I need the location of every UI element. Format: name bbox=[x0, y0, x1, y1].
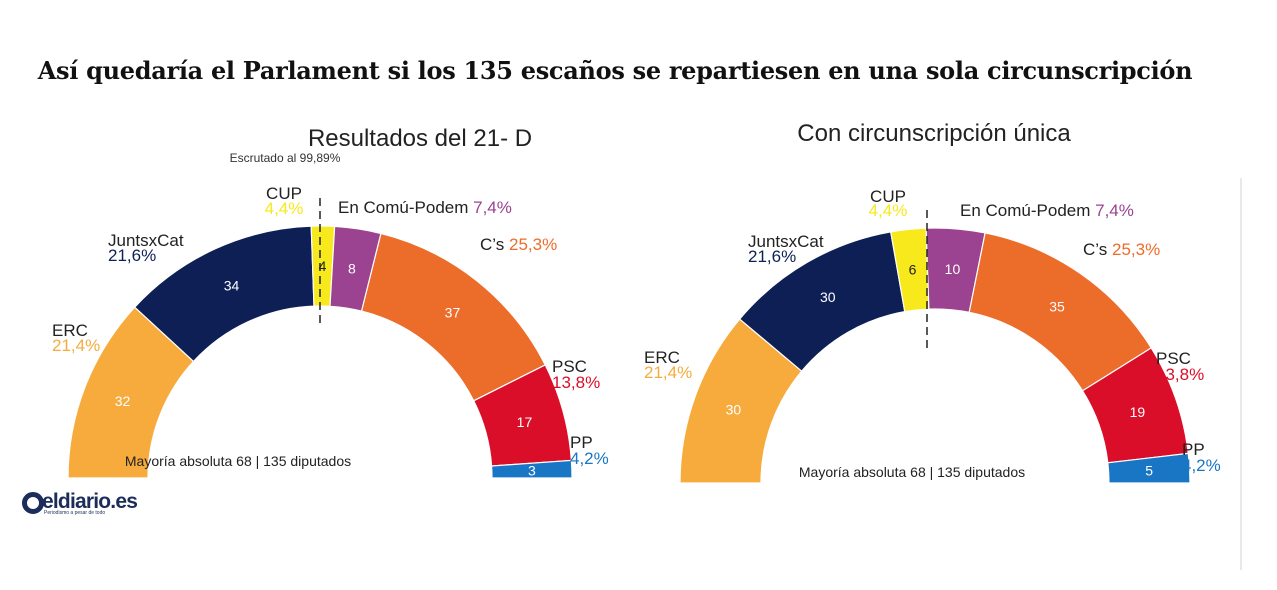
seat-label-erc: 32 bbox=[115, 393, 131, 409]
party-pct-cup: 4,4% bbox=[265, 199, 304, 218]
seat-label-psc: 17 bbox=[517, 414, 533, 430]
party-pct-en-com-podem: 7,4% bbox=[473, 198, 512, 217]
seat-label-c-s: 37 bbox=[445, 304, 461, 320]
party-pct-cup: 4,4% bbox=[869, 201, 908, 220]
party-pct-psc: 13,8% bbox=[552, 373, 600, 392]
seat-label-cup: 6 bbox=[909, 262, 917, 278]
seat-label-en-com-podem: 10 bbox=[945, 261, 961, 277]
seat-label-psc: 19 bbox=[1130, 404, 1146, 420]
slice-pp bbox=[1107, 452, 1191, 484]
chart-title: Resultados del 21- D bbox=[308, 125, 532, 152]
party-name-juntsxcat: JuntsxCat bbox=[748, 232, 824, 251]
panel-divider bbox=[1240, 178, 1242, 570]
seat-label-c-s: 35 bbox=[1049, 299, 1065, 315]
party-pct-en-com-podem: 7,4% bbox=[1095, 201, 1134, 220]
party-pct-juntsxcat: 21,6% bbox=[108, 246, 156, 265]
seat-label-en-com-podem: 8 bbox=[348, 260, 356, 276]
seat-label-pp: 5 bbox=[1145, 463, 1153, 479]
party-pct-erc: 21,4% bbox=[52, 336, 100, 355]
party-name-psc: PSC bbox=[552, 357, 587, 376]
party-name-pp: PP bbox=[1182, 440, 1205, 459]
party-pct-c-s: 25,3% bbox=[509, 235, 557, 254]
party-pct-psc: 13,8% bbox=[1156, 365, 1204, 384]
majority-note: Mayoría absoluta 68 | 135 diputados bbox=[125, 453, 351, 469]
party-name-cup: CUP bbox=[266, 184, 302, 203]
logo-tagline: Periodismo a pesar de todo bbox=[44, 510, 106, 516]
party-pct-erc: 21,4% bbox=[644, 363, 692, 382]
party-name-erc: ERC bbox=[644, 348, 680, 367]
party-pct-pp: 4,2% bbox=[1182, 456, 1221, 475]
seat-label-erc: 30 bbox=[726, 402, 742, 418]
chart-single-district: Con circunscripción única 30 30 6 10 35 19 5 ERC… bbox=[644, 120, 1221, 484]
party-pct-juntsxcat: 21,6% bbox=[748, 247, 796, 266]
page-headline: Así quedaría el Parlament si los 135 esc… bbox=[37, 56, 1193, 85]
party-label-en-com-podem: En Comú-Podem 7,4% bbox=[338, 198, 512, 217]
party-label-c-s: C’s 25,3% bbox=[1083, 240, 1160, 259]
hemicycle: 32 34 4 8 37 17 3 bbox=[67, 225, 573, 479]
seat-label-cup: 4 bbox=[319, 258, 327, 274]
majority-note: Mayoría absoluta 68 | 135 diputados bbox=[799, 464, 1025, 480]
chart-title: Con circunscripción única bbox=[797, 120, 1071, 147]
seat-label-pp: 3 bbox=[528, 463, 536, 479]
party-name-juntsxcat: JuntsxCat bbox=[108, 231, 184, 250]
chart-subtitle: Escrutado al 99,89% bbox=[230, 151, 341, 165]
party-pct-c-s: 25,3% bbox=[1112, 240, 1160, 259]
seat-label-juntsxcat: 30 bbox=[820, 289, 836, 305]
party-pct-pp: 4,2% bbox=[570, 449, 609, 468]
hemicycle: 30 30 6 10 35 19 5 bbox=[679, 227, 1191, 484]
party-label-en-com-podem: En Comú-Podem 7,4% bbox=[960, 201, 1134, 220]
party-name-cup: CUP bbox=[870, 187, 906, 206]
party-name-pp: PP bbox=[570, 433, 593, 452]
party-label-c-s: C’s 25,3% bbox=[480, 235, 557, 254]
logo-mark-icon bbox=[22, 492, 44, 514]
party-name-psc: PSC bbox=[1156, 349, 1191, 368]
party-name-erc: ERC bbox=[52, 321, 88, 340]
logo-name: eldiario.es bbox=[42, 490, 138, 513]
slice-pp bbox=[490, 459, 573, 479]
seat-label-juntsxcat: 34 bbox=[224, 277, 240, 293]
